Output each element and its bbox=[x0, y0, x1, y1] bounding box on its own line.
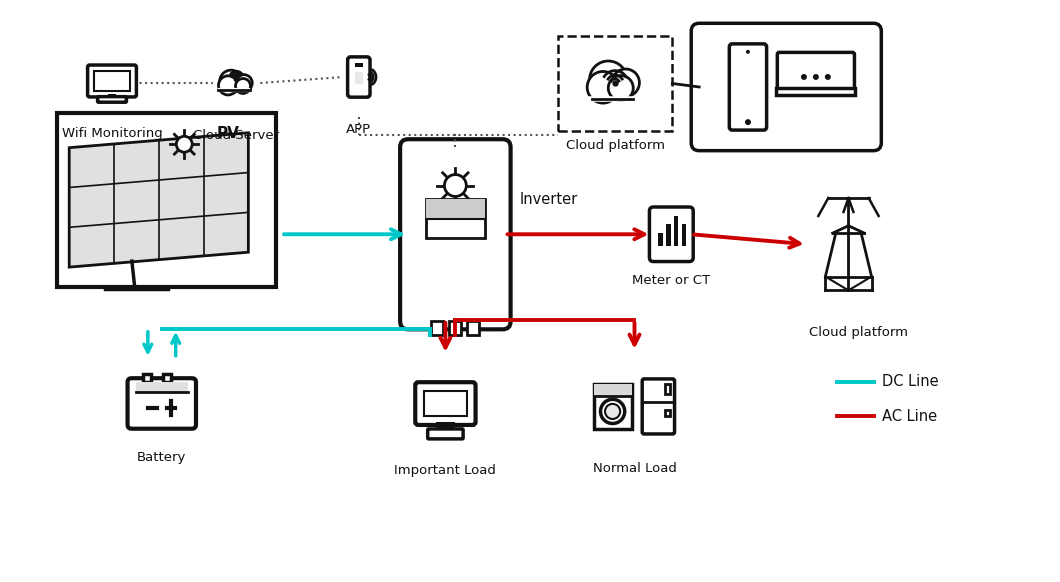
Text: Battery: Battery bbox=[137, 451, 187, 464]
Bar bbox=[162, 374, 171, 382]
Circle shape bbox=[235, 79, 250, 94]
Circle shape bbox=[746, 50, 749, 54]
Text: DC Line: DC Line bbox=[882, 374, 939, 389]
Bar bbox=[594, 384, 632, 429]
Bar bbox=[665, 410, 670, 416]
Circle shape bbox=[601, 399, 624, 424]
Text: AC Line: AC Line bbox=[882, 409, 937, 424]
Bar bbox=[667, 223, 671, 246]
Circle shape bbox=[219, 70, 243, 93]
FancyBboxPatch shape bbox=[88, 65, 137, 97]
Circle shape bbox=[235, 74, 252, 91]
FancyBboxPatch shape bbox=[642, 379, 674, 434]
FancyBboxPatch shape bbox=[427, 429, 463, 439]
Text: Cloud Server: Cloud Server bbox=[193, 129, 280, 142]
Circle shape bbox=[218, 76, 237, 95]
Bar bbox=[108, 94, 116, 99]
Polygon shape bbox=[69, 133, 248, 267]
Bar bbox=[426, 200, 484, 238]
Text: PV: PV bbox=[216, 126, 240, 141]
Text: Cloud platform: Cloud platform bbox=[566, 139, 665, 152]
Text: Normal Load: Normal Load bbox=[593, 462, 676, 475]
FancyBboxPatch shape bbox=[691, 23, 881, 151]
Bar bbox=[449, 321, 461, 335]
Circle shape bbox=[235, 79, 250, 94]
Bar bbox=[143, 374, 151, 382]
Circle shape bbox=[825, 74, 831, 80]
Circle shape bbox=[219, 70, 243, 93]
Bar bbox=[658, 233, 662, 246]
FancyBboxPatch shape bbox=[98, 97, 126, 102]
Bar bbox=[665, 385, 670, 393]
Bar bbox=[594, 384, 632, 396]
Text: Important Load: Important Load bbox=[394, 464, 496, 477]
Circle shape bbox=[235, 74, 252, 91]
FancyBboxPatch shape bbox=[729, 44, 766, 130]
Bar bbox=[437, 422, 455, 432]
Circle shape bbox=[605, 404, 620, 419]
FancyBboxPatch shape bbox=[416, 382, 476, 425]
Circle shape bbox=[608, 76, 633, 101]
Circle shape bbox=[589, 61, 628, 98]
Bar bbox=[355, 63, 363, 67]
Bar bbox=[57, 113, 277, 287]
Text: Cloud platform: Cloud platform bbox=[809, 326, 908, 339]
Bar bbox=[93, 71, 130, 91]
Circle shape bbox=[612, 69, 639, 97]
Bar bbox=[136, 382, 188, 392]
FancyBboxPatch shape bbox=[400, 139, 511, 329]
Bar bbox=[558, 36, 672, 131]
FancyBboxPatch shape bbox=[777, 52, 854, 94]
Bar bbox=[682, 223, 687, 246]
Circle shape bbox=[589, 61, 628, 98]
Circle shape bbox=[587, 72, 619, 103]
FancyBboxPatch shape bbox=[650, 207, 693, 261]
Circle shape bbox=[587, 72, 619, 103]
Circle shape bbox=[745, 119, 750, 125]
Text: Inverter: Inverter bbox=[520, 192, 579, 207]
Circle shape bbox=[801, 74, 807, 80]
FancyBboxPatch shape bbox=[127, 378, 196, 429]
Bar bbox=[674, 216, 678, 246]
Circle shape bbox=[813, 74, 819, 80]
Text: APP: APP bbox=[347, 123, 371, 136]
Circle shape bbox=[608, 76, 633, 101]
Circle shape bbox=[612, 69, 639, 97]
Bar bbox=[355, 72, 364, 84]
Bar bbox=[424, 391, 466, 416]
Text: Wifi Monitoring: Wifi Monitoring bbox=[61, 127, 162, 140]
Bar bbox=[467, 321, 479, 335]
Circle shape bbox=[444, 175, 466, 197]
Bar bbox=[431, 321, 443, 335]
Circle shape bbox=[218, 76, 237, 95]
Bar bbox=[776, 88, 855, 94]
Circle shape bbox=[176, 136, 192, 152]
Text: Meter or CT: Meter or CT bbox=[632, 274, 710, 287]
Bar bbox=[426, 200, 484, 219]
FancyBboxPatch shape bbox=[348, 57, 370, 97]
